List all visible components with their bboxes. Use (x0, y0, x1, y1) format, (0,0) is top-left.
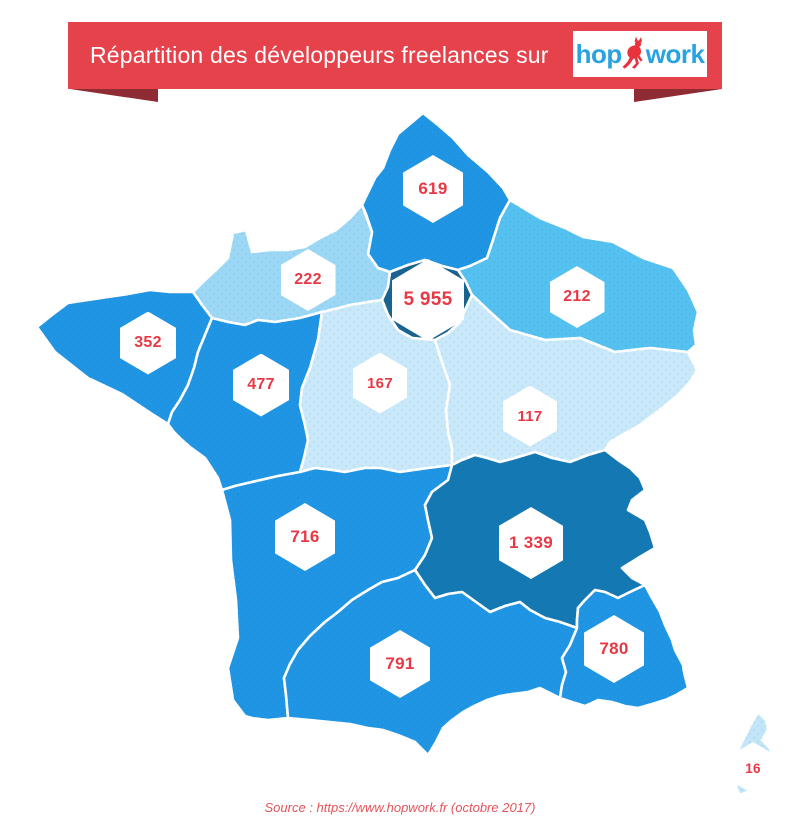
kangaroo-icon (622, 36, 643, 69)
logo-text-work: work (645, 38, 705, 69)
region-texture-bourgogne-franche-comte (435, 295, 697, 465)
page-title: Répartition des développeurs freelances … (90, 42, 549, 68)
hopwork-logo: hop work (573, 31, 707, 77)
title-ribbon: Répartition des développeurs freelances … (68, 22, 722, 89)
region-texture-occitanie (284, 570, 577, 755)
logo-text-hop: hop (575, 38, 623, 69)
region-texture-hauts-de-france (362, 113, 510, 272)
source-caption: Source : https://www.hopwork.fr (octobre… (264, 800, 536, 815)
region-texture-corse (734, 712, 772, 795)
